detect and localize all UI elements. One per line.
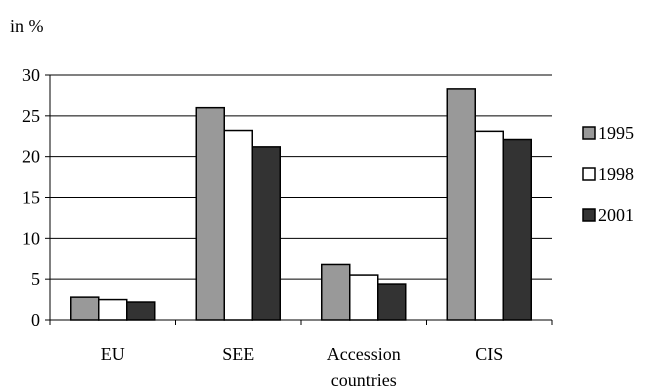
- x-tick-label: SEE: [222, 344, 254, 364]
- legend-label: 1995: [598, 123, 634, 143]
- legend-label: 2001: [598, 205, 634, 225]
- legend-swatch: [582, 208, 596, 222]
- y-tick-label: 10: [22, 228, 40, 248]
- y-tick-label: 0: [31, 310, 40, 330]
- legend-label: 1998: [598, 164, 634, 184]
- y-tick-label: 5: [31, 269, 40, 289]
- bar: [195, 106, 225, 321]
- y-tick-labels: 0 5 10 15 20 25 30: [22, 65, 40, 330]
- bar: [223, 129, 253, 321]
- bar: [474, 130, 504, 321]
- legend-swatch: [582, 126, 596, 140]
- y-tick-label: 15: [22, 188, 40, 208]
- y-tick-label: 20: [22, 147, 40, 167]
- x-tick-label: Accession: [327, 344, 401, 364]
- x-tick-label: countries: [331, 370, 397, 390]
- legend-swatch: [582, 167, 596, 181]
- legend: 1995 1998 2001: [582, 123, 634, 225]
- bar: [446, 88, 476, 321]
- x-tick-label: EU: [101, 344, 125, 364]
- bars: [70, 88, 532, 321]
- bar: [70, 296, 100, 321]
- bar: [321, 263, 351, 321]
- bar: [98, 298, 128, 321]
- bar: [377, 283, 407, 321]
- x-tick-labels: EU SEE Accession countries CIS: [101, 344, 504, 390]
- bar: [251, 146, 281, 321]
- y-axis-label: in %: [10, 16, 44, 36]
- bar: [126, 301, 156, 321]
- y-tick-label: 25: [22, 106, 40, 126]
- bar: [349, 274, 379, 321]
- bar: [502, 138, 532, 321]
- x-tick-label: CIS: [475, 344, 503, 364]
- y-tick-label: 30: [22, 65, 40, 85]
- axes: [45, 74, 553, 325]
